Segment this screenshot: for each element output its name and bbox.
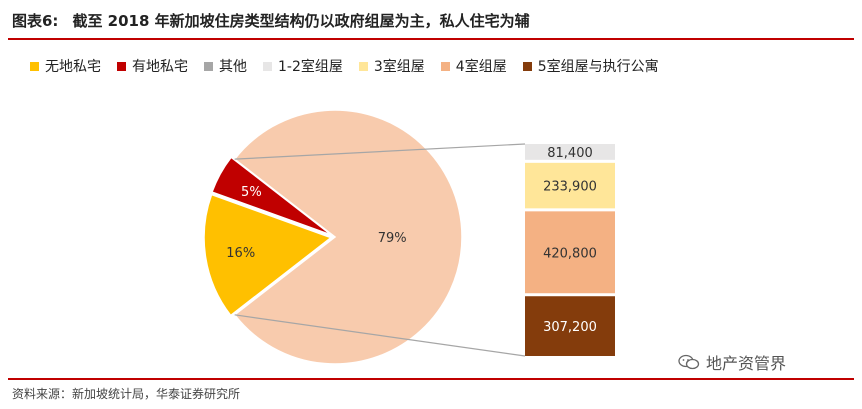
legend-item: 无地私宅 [30, 56, 101, 76]
legend-label: 3室组屋 [373, 59, 425, 75]
pie-slice [203, 193, 333, 317]
legend-item: 有地私宅 [117, 56, 188, 76]
bar-segment-label: 420,800 [543, 246, 597, 261]
chart-area: 79% 16% 5% 81,400 233,900 420,800 307,200 [203, 109, 615, 365]
bar-segment [525, 211, 615, 294]
legend-swatch [440, 61, 450, 71]
source-note: 资料来源：新加坡统计局，华泰证券研究所 [12, 387, 241, 401]
pie-slice-label: 5% [241, 185, 262, 200]
bar-segment-label: 307,200 [543, 320, 597, 335]
legend-label: 1-2室组屋 [278, 59, 343, 75]
legend-swatch [204, 61, 213, 71]
legend-swatch [522, 61, 532, 71]
legend-item: 5室组屋与执行公寓 [522, 56, 659, 76]
bar-segment [525, 296, 615, 356]
legend-swatch [30, 61, 39, 71]
bar-segment-label: 81,400 [547, 146, 593, 161]
connector-line-bottom [234, 314, 526, 357]
legend-swatch [263, 61, 272, 71]
pie-slice-label: 16% [226, 246, 255, 261]
legend-item: 1-2室组屋 [263, 56, 343, 76]
legend-label: 4室组屋 [455, 59, 507, 75]
legend-swatch [117, 61, 126, 71]
watermark: 地产资管界 [678, 350, 786, 374]
bar-segment-label: 233,900 [543, 180, 597, 195]
bar-segment [525, 144, 615, 160]
legend-label: 其他 [219, 59, 247, 75]
chart-title: 图表6: 截至 2018 年新加坡住房类型结构仍以政府组屋为主，私人住宅为辅 [12, 10, 530, 31]
legend: 无地私宅 有地私宅 其他 1-2室组屋 3室组屋 4室组屋 5室组屋与执行公寓 [30, 56, 830, 76]
legend-label: 无地私宅 [45, 59, 101, 75]
title-bar: 图表6: 截至 2018 年新加坡住房类型结构仍以政府组屋为主，私人住宅为辅 [8, 2, 854, 40]
legend-item: 3室组屋 [358, 56, 425, 76]
legend-item: 4室组屋 [440, 56, 507, 76]
legend-item: 其他 [204, 56, 247, 76]
figure-title: 截至 2018 年新加坡住房类型结构仍以政府组屋为主，私人住宅为辅 [72, 12, 530, 30]
figure-label: 图表6: [12, 12, 59, 30]
bar-segment [525, 162, 615, 209]
pie-slice [233, 109, 463, 365]
pie-slice-label: 79% [378, 231, 407, 246]
footer-divider [8, 378, 854, 380]
legend-swatch [358, 61, 368, 71]
connector-line-top [234, 143, 526, 160]
pie-slice [211, 156, 332, 236]
legend-label: 5室组屋与执行公寓 [537, 59, 659, 75]
watermark-text: 地产资管界 [706, 354, 787, 373]
legend-label: 有地私宅 [132, 59, 188, 75]
wechat-icon [678, 354, 700, 370]
